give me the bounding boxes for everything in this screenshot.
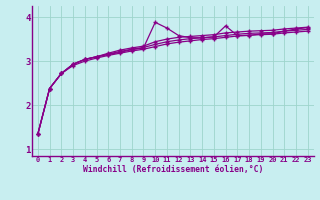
X-axis label: Windchill (Refroidissement éolien,°C): Windchill (Refroidissement éolien,°C)	[83, 165, 263, 174]
